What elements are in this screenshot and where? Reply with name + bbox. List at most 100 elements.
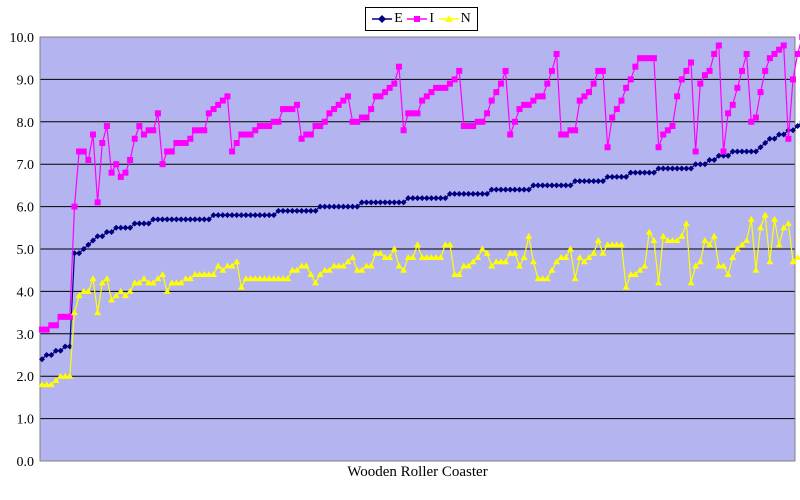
data-point-i bbox=[650, 55, 657, 62]
data-point-i bbox=[80, 148, 87, 155]
data-point-n bbox=[52, 376, 60, 383]
data-point-e bbox=[609, 173, 616, 180]
data-point-i bbox=[637, 55, 644, 62]
data-point-n bbox=[349, 253, 357, 260]
data-point-n bbox=[149, 279, 157, 286]
data-point-e bbox=[62, 343, 69, 350]
data-point-e bbox=[502, 186, 509, 193]
data-point-i bbox=[76, 148, 83, 155]
data-point-n bbox=[562, 253, 570, 260]
data-point-n bbox=[80, 287, 88, 294]
data-point-n bbox=[404, 253, 412, 260]
data-point-n bbox=[451, 270, 459, 277]
data-point-n bbox=[325, 266, 333, 273]
data-point-n bbox=[168, 279, 176, 286]
data-point-i bbox=[780, 42, 787, 49]
data-point-e bbox=[428, 195, 435, 202]
data-point-n bbox=[738, 241, 746, 248]
data-point-i bbox=[646, 55, 653, 62]
data-point-e bbox=[474, 190, 481, 197]
data-point-e bbox=[89, 237, 96, 244]
data-point-n bbox=[529, 258, 537, 265]
data-point-i bbox=[229, 148, 236, 155]
data-point-i bbox=[386, 84, 393, 91]
data-point-e bbox=[539, 182, 546, 189]
data-point-e bbox=[48, 352, 55, 358]
data-point-n bbox=[761, 211, 769, 218]
data-point-i bbox=[409, 110, 416, 117]
data-point-n bbox=[655, 279, 663, 286]
data-point-i bbox=[623, 84, 630, 91]
data-point-e bbox=[140, 220, 147, 227]
data-point-n bbox=[687, 279, 695, 286]
data-point-i bbox=[507, 131, 514, 138]
data-point-e bbox=[76, 250, 83, 257]
data-point-i bbox=[312, 123, 319, 130]
data-point-n bbox=[557, 253, 565, 260]
data-point-e bbox=[331, 203, 338, 210]
data-point-n bbox=[604, 241, 612, 248]
data-point-n bbox=[784, 220, 792, 227]
data-point-e bbox=[178, 216, 185, 223]
data-point-i bbox=[280, 106, 287, 113]
legend-marker-i bbox=[407, 16, 428, 22]
legend-label-e: E bbox=[394, 11, 403, 26]
y-tick-label: 4.0 bbox=[17, 285, 35, 300]
data-point-i bbox=[414, 110, 421, 117]
data-point-e bbox=[790, 127, 796, 134]
data-point-n bbox=[701, 237, 709, 244]
data-point-n bbox=[376, 249, 384, 256]
data-point-e bbox=[201, 216, 208, 223]
data-point-e bbox=[354, 203, 361, 210]
data-point-n bbox=[437, 253, 445, 260]
data-point-e bbox=[664, 165, 671, 172]
data-point-n bbox=[154, 275, 162, 282]
y-tick-label: 6.0 bbox=[17, 201, 35, 216]
data-point-e bbox=[692, 161, 699, 168]
data-point-n bbox=[298, 262, 306, 269]
data-point-n bbox=[210, 270, 218, 277]
data-point-e bbox=[99, 233, 106, 240]
data-point-e bbox=[340, 203, 347, 210]
data-point-e bbox=[261, 212, 268, 219]
data-point-n bbox=[265, 275, 273, 282]
data-point-i bbox=[140, 131, 147, 138]
data-point-i bbox=[757, 89, 764, 96]
data-point-i bbox=[284, 106, 291, 113]
data-point-n bbox=[307, 270, 315, 277]
data-point-i bbox=[465, 123, 472, 130]
data-point-n bbox=[261, 275, 269, 282]
data-point-e bbox=[553, 182, 560, 189]
data-point-e bbox=[39, 356, 45, 363]
data-point-e bbox=[701, 161, 708, 168]
data-point-e bbox=[317, 203, 324, 210]
data-point-i bbox=[252, 127, 259, 134]
data-point-i bbox=[535, 93, 542, 100]
data-point-i bbox=[553, 50, 560, 57]
data-point-i bbox=[238, 131, 245, 138]
data-point-i bbox=[39, 326, 45, 333]
data-point-e bbox=[595, 178, 602, 185]
data-point-i bbox=[599, 67, 606, 74]
data-point-n bbox=[673, 237, 681, 244]
data-point-n bbox=[84, 287, 92, 294]
data-point-i bbox=[66, 313, 73, 320]
y-tick-label: 1.0 bbox=[17, 413, 35, 428]
data-point-e bbox=[233, 212, 240, 219]
data-point-n bbox=[497, 258, 505, 265]
data-point-n bbox=[145, 279, 153, 286]
data-point-i bbox=[210, 106, 217, 113]
data-point-i bbox=[678, 76, 685, 83]
data-point-i bbox=[382, 89, 389, 96]
data-point-e bbox=[456, 190, 463, 197]
data-point-n bbox=[506, 249, 514, 256]
data-point-i bbox=[613, 106, 620, 113]
data-point-e bbox=[52, 347, 59, 354]
data-point-i bbox=[159, 161, 166, 168]
data-point-i bbox=[567, 127, 574, 134]
data-point-i bbox=[660, 131, 667, 138]
data-point-i bbox=[303, 131, 310, 138]
data-point-e bbox=[711, 156, 718, 163]
data-point-n bbox=[631, 270, 639, 277]
